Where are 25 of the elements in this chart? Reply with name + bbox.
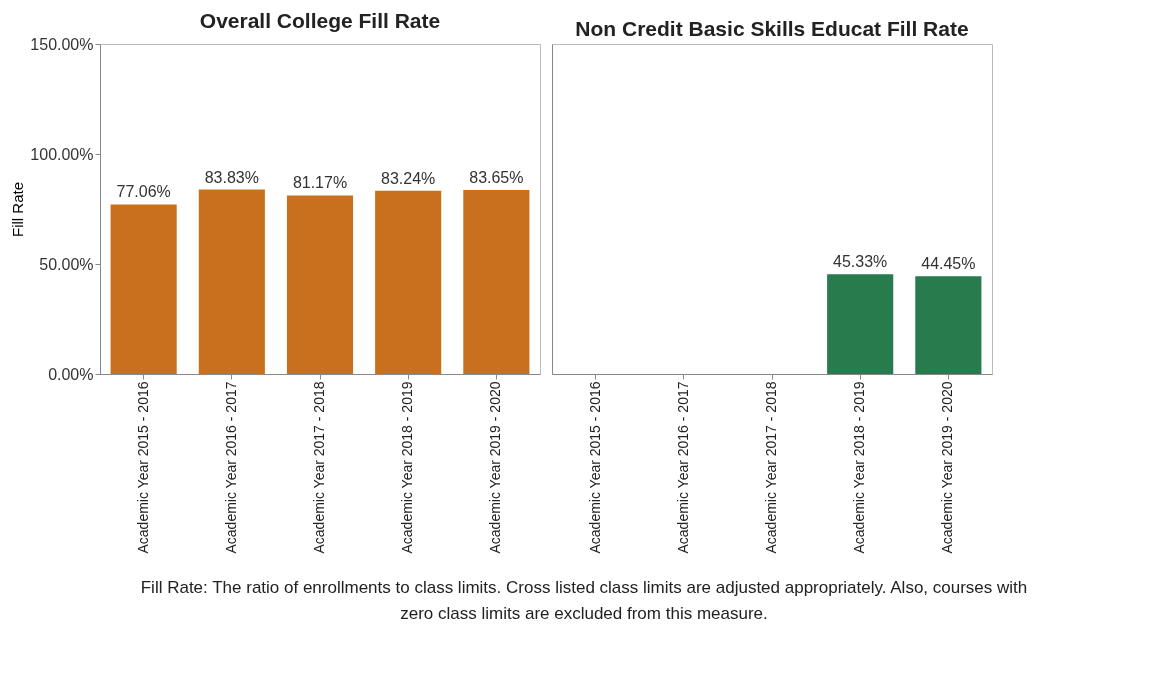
x-tick-label: Academic Year 2016 - 2017 — [674, 381, 691, 554]
x-tick-label: Academic Year 2019 - 2020 — [487, 381, 504, 554]
data-label: 44.45% — [921, 255, 976, 273]
y-tick-label: 0.00% — [48, 365, 94, 383]
data-label: 83.24% — [381, 169, 436, 187]
data-label: 83.83% — [204, 168, 259, 186]
text: Fill Rate: The ratio of enrollments to class limits. Cross listed class limits are adjusted appropriately. Also, courses with zero class limits are excluded from this measure. — [139, 577, 1029, 625]
x-tick-label: Academic Year 2015 - 2016 — [134, 381, 151, 554]
x-tick-label: Academic Year 2017 - 2018 — [763, 381, 779, 554]
chart-title: Non Credit Basic Skills Educat Fill Rate — [575, 17, 969, 40]
x-tick-label: Academic Year 2016 - 2017 — [222, 381, 239, 554]
data-label: 81.17% — [292, 174, 348, 192]
data-label: 83.65% — [469, 168, 524, 186]
y-tick-label: 150.00% — [30, 35, 94, 53]
data-label: 45.33% — [833, 253, 888, 271]
y-tick-label: 100.00% — [30, 145, 94, 163]
x-tick-label: Academic Year 2018 - 2019 — [851, 381, 868, 554]
x-tick-label: Academic Year 2015 - 2016 — [586, 381, 603, 554]
y-tick-label: 50.00% — [39, 255, 94, 273]
chart-title: Overall College Fill Rate — [199, 9, 441, 32]
x-tick-label: Academic Year 2019 - 2020 — [939, 381, 956, 554]
y-axis-title: Fill Rate — [9, 181, 27, 238]
x-tick-label: Academic Year 2018 - 2019 — [399, 381, 416, 554]
x-tick-label: Academic Year 2017 - 2018 — [311, 381, 327, 554]
data-label: 77.06% — [116, 183, 171, 201]
